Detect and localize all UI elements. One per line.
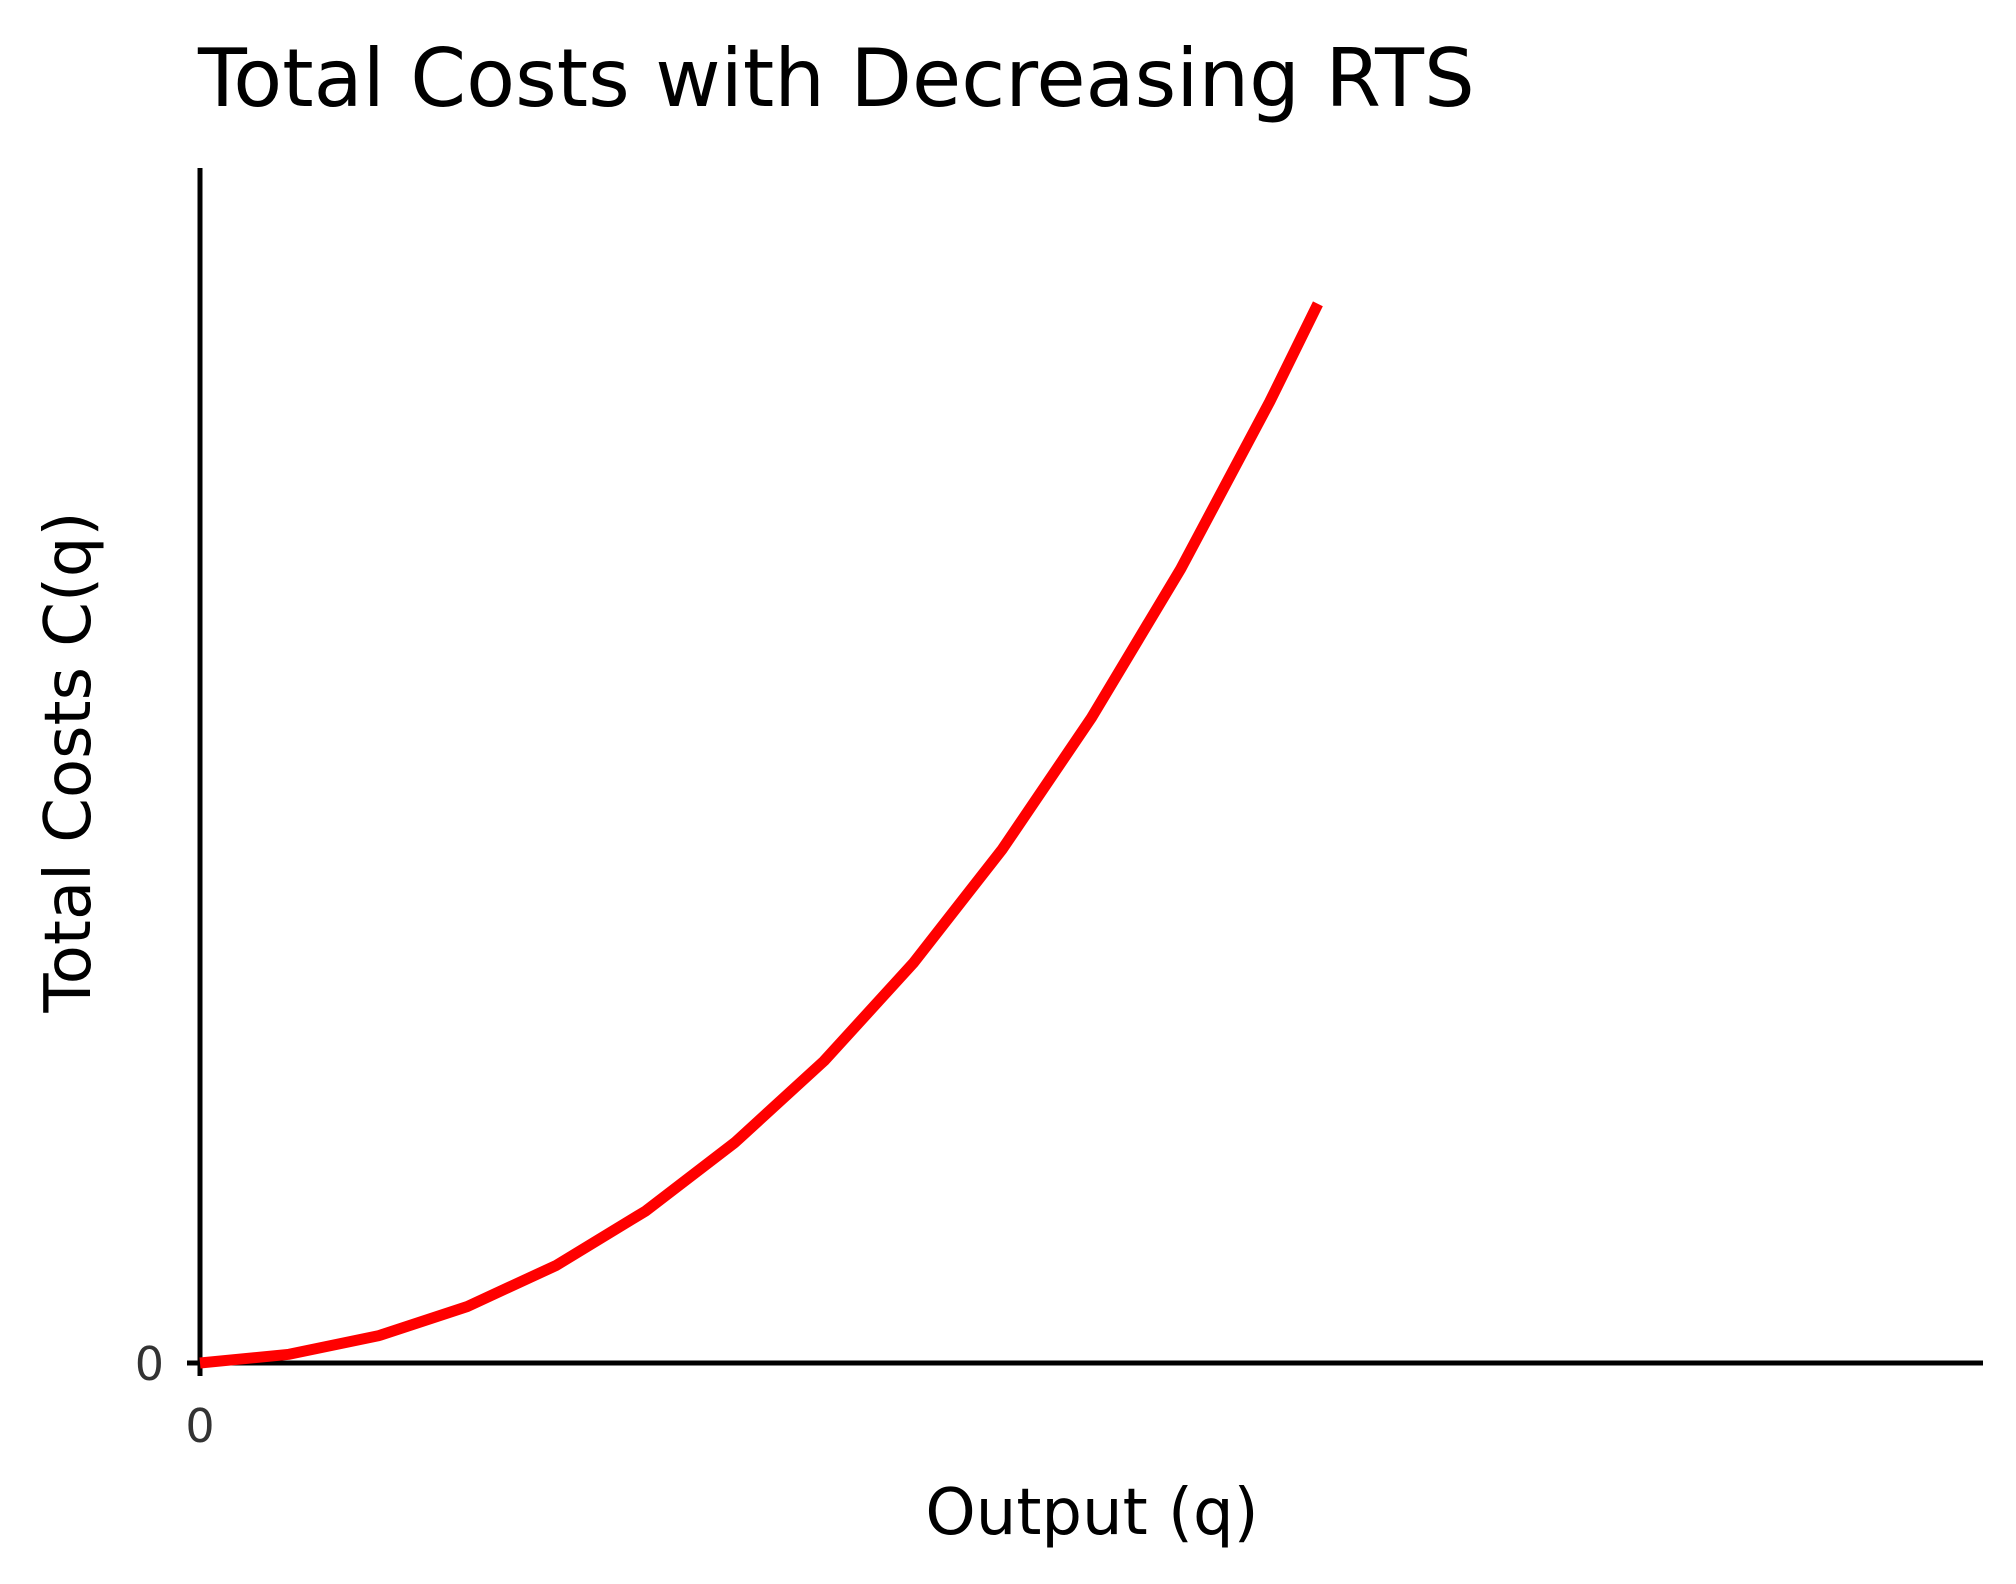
chart-title: Total Costs with Decreasing RTS <box>197 32 1475 125</box>
y-tick-label: 0 <box>135 1337 164 1391</box>
total-cost-curve <box>199 301 1323 1369</box>
y-axis-label: Total Costs C(q) <box>32 511 106 1013</box>
x-axis-label: Output (q) <box>925 1476 1258 1550</box>
x-tick-label: 0 <box>185 1399 214 1453</box>
